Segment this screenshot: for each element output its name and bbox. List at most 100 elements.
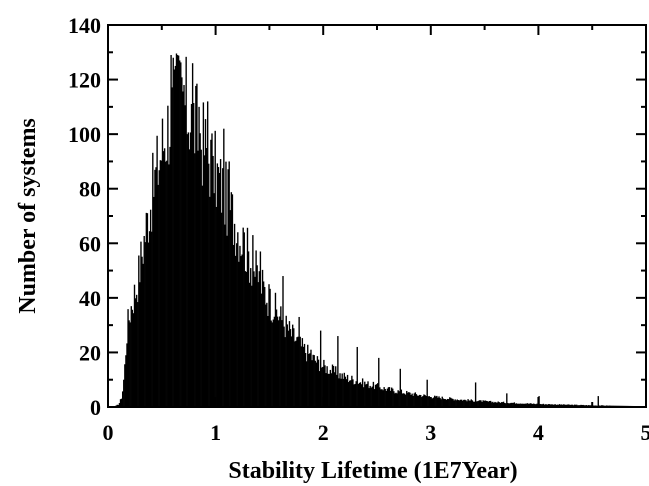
histogram-bar (330, 373, 333, 407)
y-tick-label: 40 (79, 286, 101, 311)
histogram-bar (161, 118, 164, 408)
histogram-bar (203, 155, 206, 407)
histogram-bar (285, 315, 287, 407)
histogram-bar (509, 403, 511, 407)
histogram-bar (521, 403, 523, 407)
histogram-bar (505, 403, 507, 407)
histogram-bar (241, 254, 243, 407)
histogram-bar (559, 404, 562, 407)
histogram-bar (233, 223, 236, 407)
histogram-bar (542, 403, 545, 407)
histogram-bar (237, 232, 239, 407)
histogram-bar (158, 170, 160, 407)
histogram-bar (304, 353, 307, 407)
histogram-bar (240, 256, 242, 407)
histogram-bar (289, 329, 292, 407)
histogram-bar (276, 316, 279, 407)
histogram-bar (210, 139, 212, 407)
histogram-bar (515, 403, 518, 407)
histogram-bar (480, 400, 482, 407)
histogram-bar (172, 57, 174, 408)
histogram-bar (125, 355, 127, 407)
histogram-bar (471, 400, 474, 407)
histogram-bar (189, 132, 192, 407)
histogram-bar (569, 404, 571, 407)
histogram-bar (328, 373, 330, 407)
histogram-bar (138, 255, 140, 407)
histogram-bar (324, 365, 326, 407)
histogram-bar (261, 269, 264, 407)
histogram-bar (199, 133, 201, 407)
histogram-bar (530, 403, 533, 407)
histogram-bar (448, 399, 450, 407)
histogram-bar (439, 397, 441, 407)
histogram-bar (440, 399, 442, 407)
histogram-bar (434, 395, 436, 407)
histogram-bar (130, 306, 132, 407)
histogram-bar (485, 400, 488, 407)
histogram-bar (496, 402, 498, 407)
histogram-bar (187, 132, 189, 408)
histogram-bar (540, 404, 542, 407)
histogram-bar (259, 251, 262, 407)
histogram-bar (477, 401, 479, 407)
histogram-bar (217, 167, 220, 407)
histogram-bar (225, 161, 227, 407)
histogram-bar (597, 396, 599, 407)
histogram-bar (529, 403, 532, 407)
histogram-bar (565, 404, 567, 407)
histogram-bar (428, 396, 431, 407)
histogram-bar (361, 378, 364, 407)
histogram-bar (290, 336, 293, 407)
histogram-bar (344, 376, 347, 407)
histogram-bar (539, 403, 541, 407)
histogram-bar (246, 227, 249, 407)
histogram-bar (123, 379, 125, 407)
histogram-bar (535, 404, 537, 407)
histogram-bar (140, 241, 142, 407)
histogram-bar (499, 402, 502, 407)
histogram-bar (545, 404, 548, 407)
histogram-bar (571, 404, 574, 407)
histogram-bar (218, 172, 221, 407)
histogram-bar (305, 361, 308, 407)
histogram-bar (368, 388, 370, 407)
histogram-bar (464, 399, 466, 407)
histogram-bar (528, 403, 531, 407)
x-tick-label: 0 (103, 420, 114, 445)
histogram-bar (182, 91, 184, 407)
histogram-bar (491, 402, 493, 407)
histogram-bar (425, 395, 427, 407)
x-tick-label: 3 (425, 420, 436, 445)
histogram-bar (186, 134, 188, 407)
histogram-bar (253, 271, 255, 407)
y-tick-label: 20 (79, 340, 101, 365)
histogram-bar (548, 404, 550, 407)
histogram-bar (519, 403, 521, 407)
histogram-bar (170, 55, 172, 407)
histogram-bar (153, 196, 155, 407)
x-tick-label: 2 (318, 420, 329, 445)
histogram-bar (181, 77, 183, 407)
histogram-bar (364, 381, 366, 407)
histogram-bar (421, 397, 423, 407)
histogram-bar (353, 384, 355, 407)
histogram-bar (165, 161, 167, 407)
histogram-bar (551, 404, 553, 407)
histogram-bar (508, 403, 510, 407)
histogram-bar (432, 397, 435, 407)
histogram-bar (300, 346, 302, 407)
histogram-bar (383, 387, 385, 407)
histogram-bar (375, 384, 378, 407)
histogram-bar (245, 271, 248, 407)
histogram-bar (284, 337, 286, 407)
histogram-bar (132, 313, 135, 407)
histogram-bar (157, 184, 159, 407)
histogram-bar (283, 326, 285, 407)
histogram-bar (175, 53, 178, 408)
histogram-bar (467, 399, 469, 407)
histogram-bar (208, 163, 210, 407)
y-tick-label: 60 (79, 231, 101, 256)
histogram-bar (513, 402, 516, 407)
histogram-bar (462, 400, 464, 407)
